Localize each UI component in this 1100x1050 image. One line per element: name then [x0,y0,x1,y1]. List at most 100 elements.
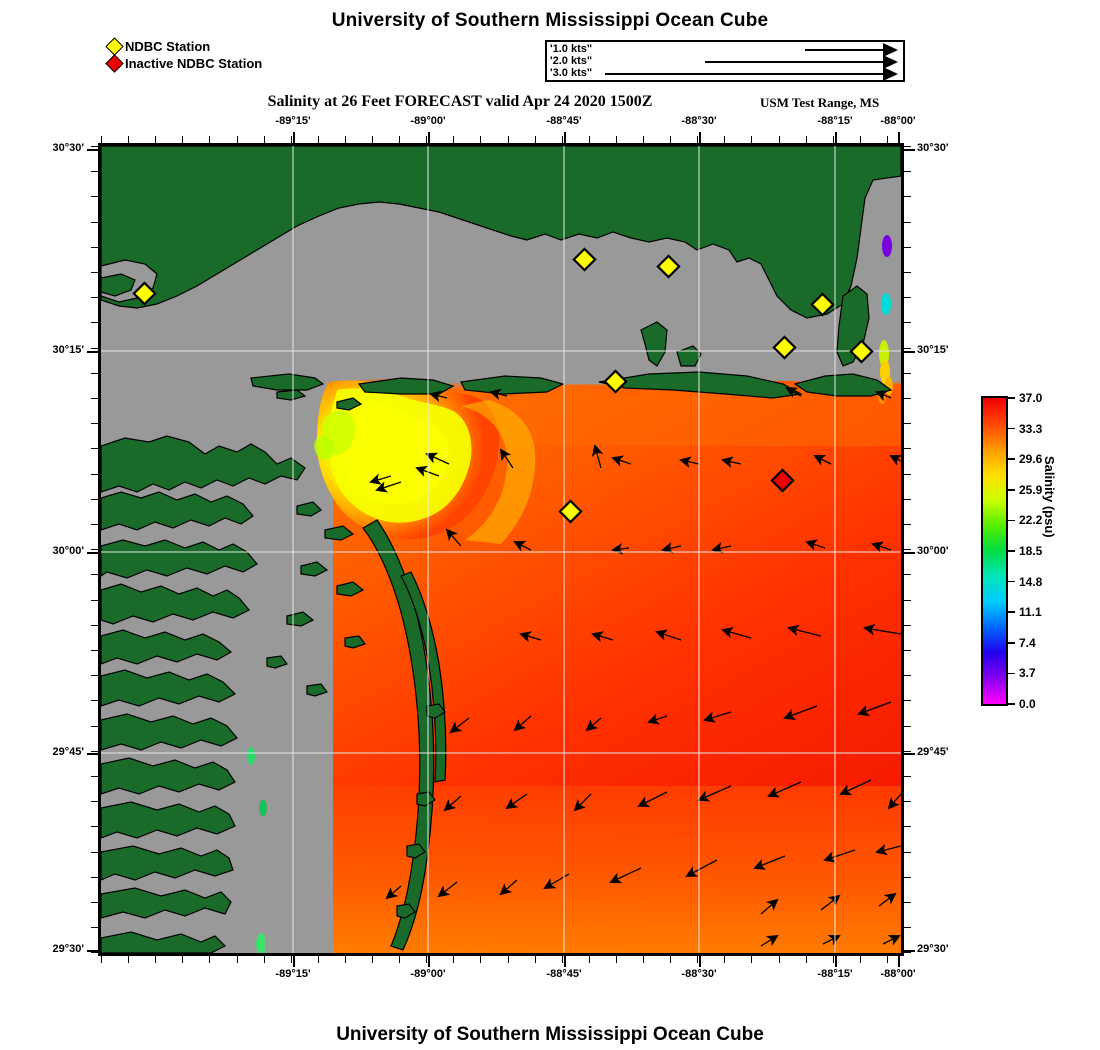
axis-tick-minor [904,171,911,173]
axis-tick-minor [904,473,911,475]
axis-tick-minor [904,297,911,299]
axis-tick-minor [317,136,319,143]
axis-tick-major [87,950,98,952]
map-plot-frame[interactable] [98,143,904,956]
axis-label-left: 30°00' [52,545,85,557]
axis-tick-minor [724,136,726,143]
axis-tick-minor [643,956,644,963]
axis-tick-minor [805,956,807,963]
axis-tick-minor [209,956,211,963]
station-marker-active[interactable] [558,499,583,524]
axis-tick-minor [91,624,98,626]
colorbar-tick [1008,703,1015,705]
axis-tick-major [835,956,837,967]
axis-tick-minor [904,372,911,374]
axis-tick-minor [778,956,780,963]
axis-tick-minor [904,876,911,878]
station-marker-active[interactable] [572,247,597,272]
axis-tick-minor [344,136,346,143]
axis-tick-minor [91,473,98,475]
map-gridlines [101,146,901,953]
axis-tick-minor [128,956,130,963]
colorbar-tick-label: 25.9 [1019,482,1043,497]
station-marker-active[interactable] [849,339,874,364]
salinity-map[interactable] [101,146,901,953]
axis-tick-major [699,956,701,967]
axis-label-left: 30°30' [52,142,85,154]
colorbar-tick-label: 22.2 [1019,513,1043,528]
axis-tick-minor [832,136,834,143]
station-marker-active[interactable] [656,254,681,279]
axis-tick-minor [236,136,238,143]
axis-tick-minor [697,136,699,143]
axis-tick-minor [91,876,98,878]
vector-scale-legend: '1.0 kts" '2.0 kts" '3.0 kts" [545,40,905,82]
axis-tick-minor [317,956,319,963]
axis-tick-minor [904,246,911,248]
axis-tick-major [904,950,915,952]
footer-title: University of Southern Mississippi Ocean… [336,1024,764,1045]
chart-subtitle: Salinity at 26 Feet FORECAST valid Apr 2… [267,93,653,110]
axis-tick-minor [263,956,265,963]
colorbar-tick [1008,642,1015,644]
legend-label-ndbc: NDBC Station [125,39,211,54]
vector-scale-row: '2.0 kts" [547,55,903,69]
station-marker-inactive[interactable] [770,468,795,493]
axis-tick-minor [91,524,98,525]
axis-tick-major [293,956,295,967]
legend-item-inactive-ndbc-station: Inactive NDBC Station [105,54,263,73]
axis-tick-minor [344,956,346,963]
colorbar-tick-label: 37.0 [1019,391,1043,405]
axis-tick-minor [904,952,911,954]
vector-scale-label-2: '2.0 kts" [550,55,593,67]
axis-label-top: -88°30' [681,115,717,127]
axis-tick-minor [904,801,911,803]
axis-tick-minor [778,136,780,143]
axis-label-top: -89°00' [410,115,446,127]
station-marker-active[interactable] [132,281,157,306]
axis-tick-minor [91,448,98,450]
axis-tick-minor [91,700,98,702]
axis-label-bottom: -89°15' [275,968,311,980]
vector-scale-label-3: '3.0 kts" [550,67,593,79]
axis-tick-minor [904,448,911,450]
axis-tick-minor [904,826,911,828]
ndbc-stations[interactable] [132,247,874,524]
salinity-field [314,378,901,953]
axis-tick-minor [615,136,617,143]
axis-tick-minor [904,700,911,702]
axis-tick-minor [859,136,861,143]
axis-tick-minor [290,956,292,963]
axis-tick-major [564,956,566,967]
station-marker-active[interactable] [810,292,835,317]
axis-tick-major [898,956,900,967]
colorbar-tick [1008,580,1015,583]
axis-label-left: 29°45' [52,746,85,758]
axis-label-bottom: -88°30' [681,968,717,980]
station-marker-active[interactable] [772,335,797,360]
axis-label-right: 30°00' [917,545,949,557]
arrow-head-icon [883,43,898,57]
axis-label-left: 29°30' [52,943,85,955]
station-marker-active[interactable] [603,369,628,394]
axis-tick-minor [904,524,911,525]
diamond-icon [105,37,124,56]
axis-tick-minor [91,196,98,198]
axis-tick-minor [91,549,98,551]
axis-tick-minor [155,136,157,143]
axis-tick-minor [534,956,536,963]
axis-tick-minor [534,136,536,143]
axis-tick-minor [372,956,373,963]
colorbar-tick-label: 29.6 [1019,452,1043,467]
axis-tick-minor [91,574,98,576]
map-canvas[interactable] [101,146,901,953]
colorbar-tick [1008,519,1015,522]
axis-label-right: 30°30' [917,142,949,154]
colorbar-tick-label: 11.1 [1019,605,1042,620]
legend-label-inactive-ndbc: Inactive NDBC Station [125,56,263,71]
vector-scale-row: '1.0 kts" [547,43,903,57]
vector-shaft [805,49,883,51]
axis-tick-minor [101,956,102,963]
axis-tick-minor [904,221,911,223]
axis-tick-minor [290,136,292,143]
